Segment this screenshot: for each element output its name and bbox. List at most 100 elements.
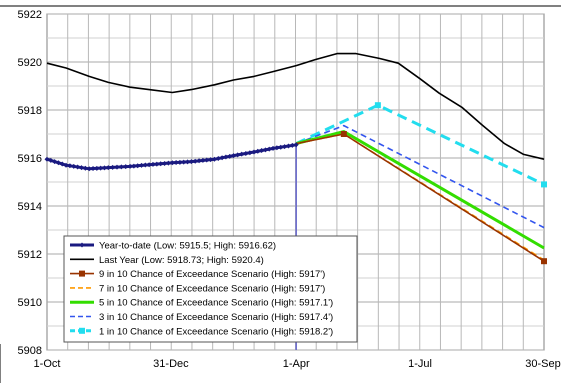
- legend-label: 1 in 10 Chance of Exceedance Scenario (H…: [99, 326, 333, 337]
- legend-label: 7 in 10 Chance of Exceedance Scenario (H…: [99, 283, 325, 294]
- legend-label: Year-to-date (Low: 5915.5; High: 5916.62…: [99, 241, 276, 252]
- series-point: [55, 160, 61, 166]
- y-tick-label: 5920: [18, 57, 42, 69]
- legend-label: 5 in 10 Chance of Exceedance Scenario (H…: [99, 298, 333, 309]
- series-point: [169, 160, 175, 166]
- legend-entry: 7 in 10 Chance of Exceedance Scenario (H…: [70, 283, 325, 294]
- series-point: [262, 147, 268, 153]
- series-point: [105, 165, 111, 171]
- x-axis-tick-labels: 1-Oct 31-Dec 1-Apr 1-Jul 30-Sep: [34, 358, 561, 370]
- series-point: [185, 159, 191, 165]
- series-point: [63, 162, 69, 168]
- series-5: [295, 124, 545, 229]
- series-point: [165, 160, 171, 166]
- series-point: [48, 157, 54, 163]
- series-point: [278, 144, 284, 150]
- series-point: [374, 102, 381, 109]
- series-point: [270, 145, 276, 151]
- series-point: [118, 164, 124, 170]
- y-tick-label: 5922: [18, 9, 42, 21]
- x-tick-label: 31-Dec: [153, 358, 189, 370]
- y-tick-label: 5916: [18, 153, 42, 165]
- series-point: [231, 153, 237, 159]
- series-point: [131, 163, 137, 169]
- series-point: [285, 143, 291, 149]
- legend: Year-to-date (Low: 5915.5; High: 5916.62…: [63, 235, 358, 343]
- series-point: [235, 152, 241, 158]
- series-line: [295, 124, 545, 229]
- series-point: [251, 149, 257, 155]
- series-point: [243, 150, 249, 156]
- y-tick-label: 5910: [18, 297, 42, 309]
- y-tick-label: 5912: [18, 249, 42, 261]
- series-point: [90, 166, 96, 172]
- series-point: [266, 146, 272, 152]
- series-point: [138, 162, 144, 168]
- series-point: [123, 164, 129, 170]
- series-1: [46, 52, 545, 160]
- series-point: [204, 157, 210, 163]
- series-point: [154, 161, 160, 167]
- series-point: [223, 154, 229, 160]
- legend-entry: 1 in 10 Chance of Exceedance Scenario (H…: [70, 326, 333, 337]
- legend-marker: [79, 327, 85, 334]
- legend-label: Last Year (Low: 5918.73; High: 5920.4): [99, 255, 264, 266]
- series-line: [295, 103, 545, 186]
- series-point: [177, 159, 183, 165]
- series-point: [86, 166, 92, 172]
- legend-entry: Last Year (Low: 5918.73; High: 5920.4): [70, 255, 264, 266]
- series-point: [101, 165, 107, 171]
- series-point: [75, 164, 81, 170]
- series-point: [259, 148, 265, 154]
- series-point: [173, 160, 179, 166]
- x-tick-label: 1-Jul: [408, 358, 432, 370]
- series-point: [150, 161, 156, 167]
- series-point: [211, 156, 217, 162]
- y-tick-label: 5914: [18, 201, 42, 213]
- series-point: [541, 181, 547, 188]
- legend-marker: [79, 242, 85, 248]
- legend-label: 9 in 10 Chance of Exceedance Scenario (H…: [99, 269, 325, 280]
- y-tick-label: 5918: [18, 105, 42, 117]
- series-point: [200, 157, 206, 163]
- series-point: [247, 150, 253, 156]
- series-point: [541, 258, 547, 265]
- series-point: [282, 144, 288, 150]
- y-axis-tick-labels: 5908 5910 5912 5914 5916 5918 5920 5922: [18, 9, 42, 357]
- series-point: [114, 164, 120, 170]
- series-point: [110, 164, 116, 170]
- x-tick-label: 1-Apr: [283, 358, 310, 370]
- series-point: [215, 155, 221, 161]
- legend-entry: Year-to-date (Low: 5915.5; High: 5916.62…: [70, 241, 276, 252]
- series-point: [78, 165, 84, 171]
- series-point: [127, 163, 133, 169]
- series-point: [274, 145, 280, 151]
- series-0: [44, 142, 299, 172]
- series-6: [295, 102, 547, 188]
- series-point: [142, 162, 148, 168]
- series-2: [296, 131, 547, 265]
- series-point: [289, 142, 295, 148]
- legend-box: [63, 235, 358, 343]
- legend-entry: 5 in 10 Chance of Exceedance Scenario (H…: [70, 298, 333, 309]
- series-point: [192, 158, 198, 164]
- series-point: [71, 163, 77, 169]
- series-layer: [44, 52, 547, 265]
- series-point: [208, 157, 214, 163]
- series-point: [98, 165, 104, 171]
- series-point: [162, 160, 168, 166]
- legend-marker: [79, 270, 85, 277]
- series-point: [146, 162, 152, 168]
- series-point: [52, 159, 58, 165]
- series-point: [188, 159, 194, 165]
- series-point: [340, 131, 347, 137]
- series-point: [59, 161, 65, 167]
- legend-entry: 9 in 10 Chance of Exceedance Scenario (H…: [70, 269, 325, 280]
- series-point: [135, 163, 141, 169]
- x-tick-label: 1-Oct: [34, 358, 61, 370]
- series-line: [46, 52, 545, 160]
- series-point: [181, 159, 187, 165]
- series-point: [293, 142, 299, 148]
- series-point: [67, 163, 73, 169]
